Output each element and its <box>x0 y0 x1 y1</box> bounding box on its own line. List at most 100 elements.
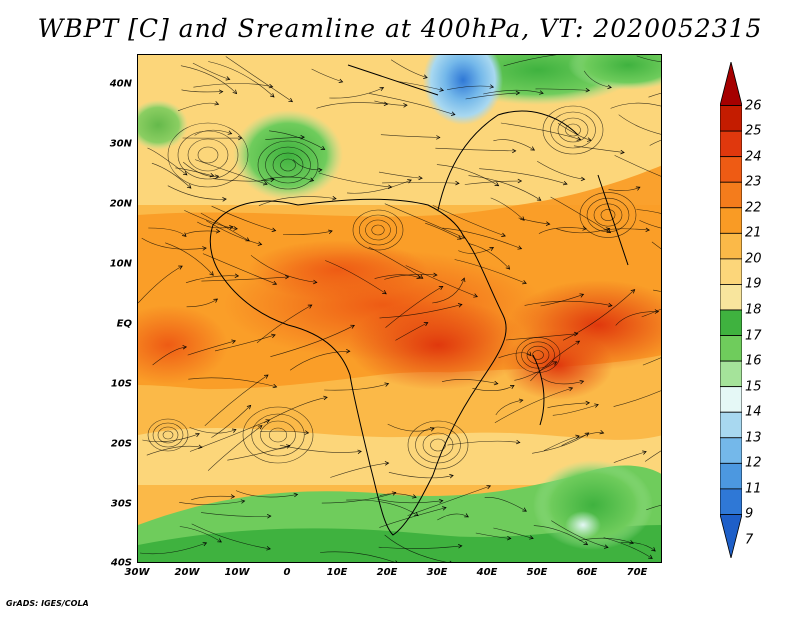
streamline-arrow <box>505 265 511 270</box>
streamline-arrow <box>383 101 389 107</box>
streamline-arrow <box>202 246 207 251</box>
streamline <box>263 397 328 423</box>
streamline <box>193 83 273 88</box>
streamline-arrow <box>268 83 274 89</box>
vortex-streamline <box>257 140 319 190</box>
vortex-streamline <box>521 341 555 369</box>
streamline <box>208 61 275 98</box>
streamline-arrow <box>604 544 609 549</box>
streamline <box>468 175 541 201</box>
vortex-streamline <box>177 130 239 180</box>
lon-label: 40E <box>476 567 498 578</box>
streamline-arrow <box>384 461 390 466</box>
streamline-arrow <box>307 304 313 309</box>
streamline <box>447 440 520 446</box>
streamline-arrow <box>346 348 351 354</box>
streamline-arrow <box>382 290 387 295</box>
streamline <box>642 357 661 366</box>
streamline <box>498 352 532 359</box>
streamline <box>407 485 491 516</box>
streamline-arrow <box>645 227 650 233</box>
streamline <box>530 340 580 382</box>
streamline <box>636 55 661 63</box>
streamline-arrow <box>350 324 355 329</box>
streamline <box>379 493 417 498</box>
streamline <box>374 100 408 106</box>
streamline <box>200 212 250 242</box>
streamline <box>139 542 207 555</box>
streamline-arrow <box>222 197 227 202</box>
vortex-streamline <box>365 219 391 241</box>
streamline <box>494 387 573 423</box>
streamline <box>562 289 635 341</box>
streamline-arrow <box>585 88 591 93</box>
streamline-arrow <box>328 229 333 234</box>
streamline-arrow <box>515 90 521 96</box>
streamline <box>550 196 611 233</box>
colorbar-swatch <box>720 462 742 490</box>
streamline-arrow <box>629 540 634 545</box>
streamline-arrow <box>312 279 318 285</box>
colorbar-swatch <box>720 62 742 106</box>
streamline-arrow <box>442 506 447 511</box>
streamline <box>195 159 268 185</box>
vortex-streamline <box>371 224 385 236</box>
vortex-streamline <box>197 146 219 164</box>
lon-label: 30E <box>426 567 448 578</box>
streamline <box>250 255 317 283</box>
streamline <box>346 499 419 516</box>
streamline <box>561 432 604 446</box>
streamline <box>384 534 447 562</box>
vortex-streamline <box>251 413 305 457</box>
streamline <box>211 205 276 231</box>
streamline-arrow <box>195 432 200 438</box>
streamline <box>279 444 362 453</box>
streamline <box>551 520 609 548</box>
streamline <box>282 230 333 235</box>
vortex-streamline <box>515 337 561 373</box>
streamline <box>610 102 661 109</box>
streamline <box>167 185 227 200</box>
streamline <box>320 551 395 562</box>
colorbar-label: 7 <box>745 532 754 548</box>
streamline <box>518 217 550 225</box>
streamline <box>204 374 269 427</box>
colorbar-swatch <box>720 437 742 464</box>
streamline-arrow <box>288 97 294 103</box>
streamline-arrow <box>630 289 636 294</box>
streamline-arrow <box>227 130 233 135</box>
streamline <box>146 445 203 456</box>
streamline <box>384 203 465 239</box>
streamline <box>321 492 396 504</box>
vortex-streamline <box>358 214 398 246</box>
lat-label: 10S <box>110 378 132 390</box>
streamline <box>184 210 238 230</box>
streamline-arrow <box>225 76 231 81</box>
streamline <box>479 168 568 185</box>
streamline-arrow <box>486 484 492 490</box>
streamline <box>265 136 305 140</box>
streamline <box>377 498 443 504</box>
streamline <box>472 385 515 392</box>
streamlines <box>138 55 661 562</box>
streamline-arrow <box>182 345 188 350</box>
streamline-arrow <box>357 449 362 454</box>
streamline <box>382 182 460 184</box>
streamline-arrow <box>438 498 444 504</box>
streamline-arrow <box>271 333 276 338</box>
colorbar-swatch <box>720 156 742 183</box>
vortex-streamline <box>187 138 229 172</box>
vortex-streamline <box>162 430 174 440</box>
streamline <box>188 377 277 388</box>
vortex-streamline <box>526 345 550 365</box>
streamline-arrow <box>234 273 240 279</box>
streamline <box>214 334 276 352</box>
streamline <box>538 227 587 234</box>
streamline <box>387 423 435 432</box>
streamline <box>432 205 506 237</box>
streamline <box>644 450 661 462</box>
streamline <box>213 178 275 182</box>
lon-label: 10E <box>326 567 348 578</box>
streamline-arrow <box>489 247 495 252</box>
streamline <box>547 402 590 409</box>
